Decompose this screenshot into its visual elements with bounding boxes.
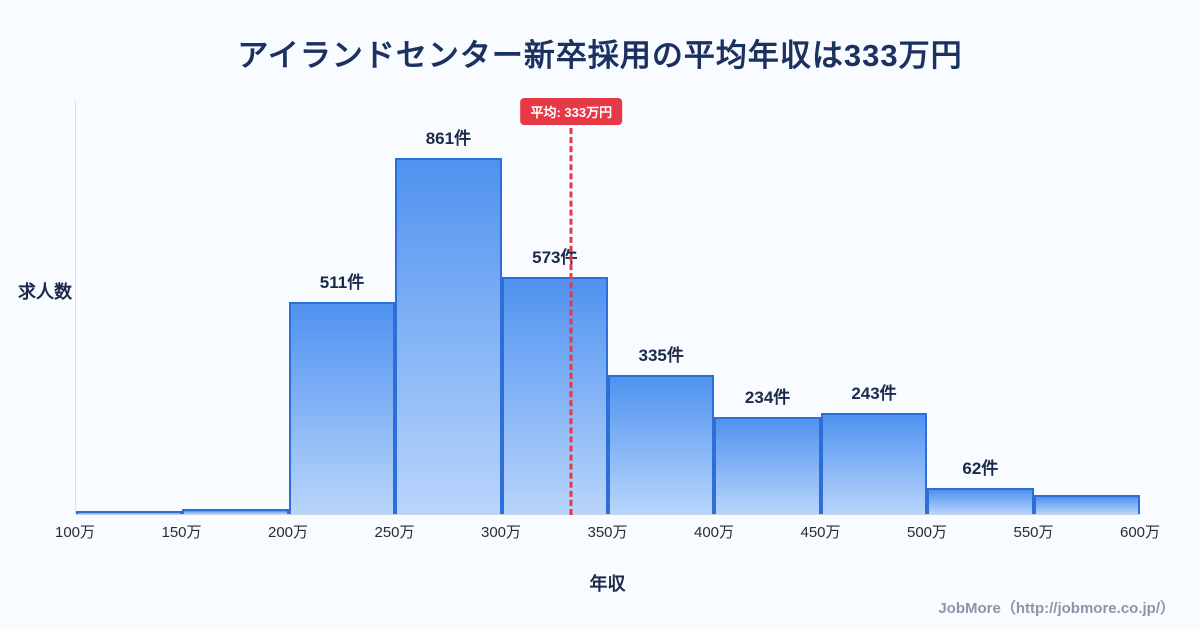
- x-tick-label: 150万: [161, 524, 202, 541]
- x-tick-label: 200万: [267, 524, 309, 541]
- average-badge: 平均: 333万円: [520, 98, 623, 125]
- histogram-bar: [714, 417, 821, 514]
- histogram-chart: 511件 861件 573件 335件 234件 243件 62件 平均: 333万円: [75, 98, 1140, 515]
- histogram-bar: [1033, 495, 1140, 514]
- histogram-bar: [395, 158, 502, 514]
- histogram-bar: [76, 511, 183, 514]
- x-tick-label: 300万: [480, 524, 522, 541]
- x-tick-label: 400万: [693, 524, 735, 541]
- histogram-bar: [927, 488, 1034, 514]
- x-tick-label: 600万: [1119, 524, 1161, 541]
- histogram-bar: [501, 277, 608, 514]
- bar-value-label: 861件: [425, 129, 472, 148]
- x-tick-label: 450万: [800, 524, 841, 541]
- bar-value-label: 573件: [532, 248, 578, 267]
- bar-value-label: 62件: [962, 459, 999, 478]
- histogram-bar: [820, 413, 928, 514]
- x-tick-label: 250万: [374, 524, 415, 541]
- x-tick-label: 550万: [1013, 524, 1054, 541]
- histogram-bar: [288, 302, 396, 514]
- x-tick-label: 100万: [54, 524, 96, 541]
- x-tick-label: 500万: [906, 524, 948, 541]
- histogram-bar: [608, 375, 715, 514]
- bar-value-label: 243件: [851, 384, 897, 403]
- bar-value-label: 234件: [744, 388, 791, 407]
- plot-area: 511件 861件 573件 335件 234件 243件 62件: [75, 100, 1140, 515]
- y-axis-title: 求人数: [18, 282, 72, 302]
- bar-value-label: 335件: [638, 346, 684, 365]
- credit-text: JobMore（http://jobmore.co.jp/）: [938, 600, 1175, 617]
- bar-value-label: 511件: [319, 273, 365, 292]
- average-line: [569, 128, 573, 515]
- x-axis-title: 年収: [589, 574, 626, 594]
- page-title: アイランドセンター新卒採用の平均年収は333万円: [237, 38, 963, 73]
- x-axis-ticks: 100万 150万 200万 250万 300万 350万 400万 450万 500万 550万…: [55, 521, 1160, 541]
- histogram-bar: [182, 509, 289, 514]
- x-tick-label: 350万: [587, 524, 628, 541]
